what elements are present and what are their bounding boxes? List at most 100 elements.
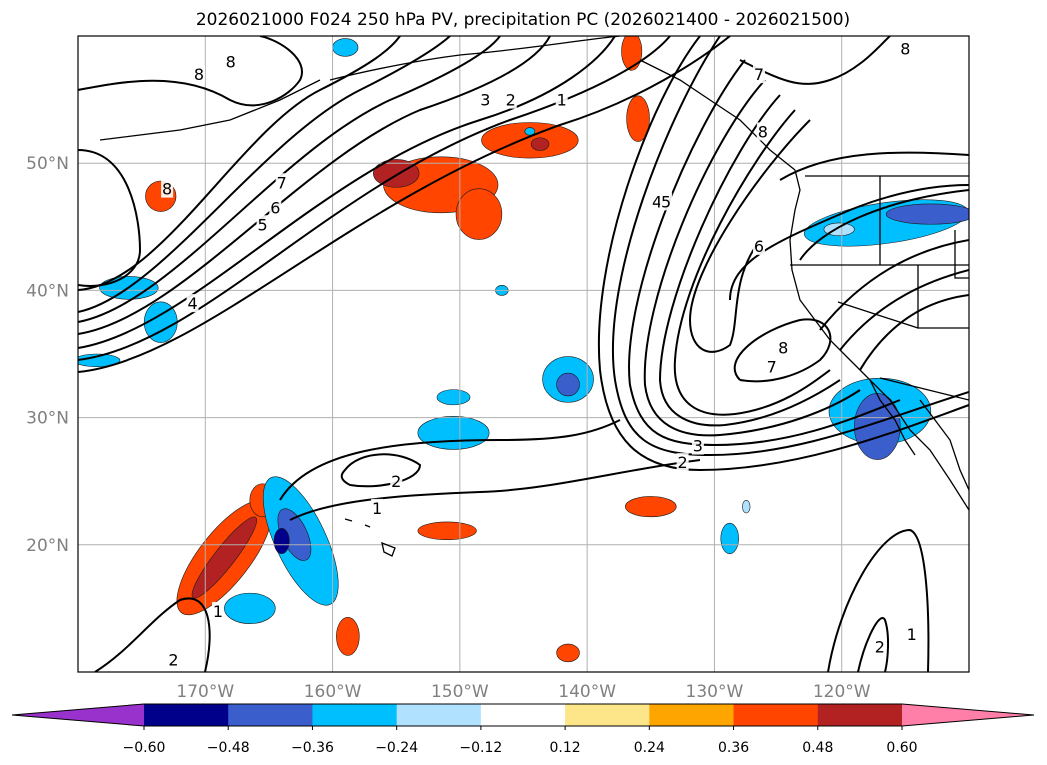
contour-label-bg (752, 236, 765, 255)
state-border-4 (837, 301, 919, 329)
precip-area-7 (621, 36, 643, 71)
precip-area-18 (78, 353, 121, 368)
pv-contour-4 (78, 36, 551, 335)
hawaii-islands (344, 518, 396, 557)
contour-label-bg (186, 294, 199, 313)
lon-tick-label: 120°W (813, 682, 871, 702)
precip-area-14 (625, 496, 677, 518)
precip-area-12 (336, 617, 360, 656)
gulf-of-california (919, 399, 969, 491)
colorbar-segment (565, 704, 650, 726)
lat-tick-label: 30°N (26, 409, 69, 429)
contour-label-bg (756, 122, 769, 141)
alaska-coast (329, 36, 621, 81)
pv-contour-9 (78, 36, 303, 107)
north-america-west-coast (789, 169, 969, 511)
pv-contour-ridge-1 (598, 36, 969, 472)
precip-area-22 (224, 592, 276, 624)
pv-contour-label: 8 (194, 65, 204, 84)
colorbar-segment (144, 704, 229, 726)
pv-contour-ridge-13 (859, 294, 969, 371)
precip-area-36 (524, 127, 536, 136)
contour-label-bg (390, 472, 403, 491)
precip-area-13 (417, 521, 477, 541)
pv-contour-label: 2 (168, 650, 178, 669)
pv-contour-ridge-6 (673, 109, 831, 416)
contour-label-bg (167, 650, 180, 669)
pv-contour-subtrop-3 (340, 453, 422, 488)
contour-label-bg (873, 637, 886, 656)
contour-label-bg (905, 624, 918, 643)
colorbar-segment (480, 704, 566, 726)
pv-contour-label: 8 (758, 122, 768, 141)
colorbar-tick-label: 0.60 (886, 740, 917, 756)
pv-contour-subtrop-2 (289, 459, 701, 521)
pv-contour-label: 2 (875, 638, 885, 657)
colorbar-tick-label: 0.48 (802, 740, 833, 756)
pv-contour-label: 3 (480, 91, 490, 110)
pv-contour-subtrop-1 (279, 419, 621, 501)
colorbar-tick-label: −0.48 (207, 740, 250, 756)
colorbar-tick-label: 0.24 (634, 740, 665, 756)
pv-contour-label: 8 (900, 40, 910, 59)
pv-contour-label: 3 (693, 437, 703, 456)
colorbar-tick-label: −0.24 (375, 740, 418, 756)
contour-label-bg (192, 65, 205, 84)
axis-tick-labels: 170°W 160°W 150°W 140°W 130°W 120°W 20°N 30°N 40… (26, 154, 871, 702)
aleutian-islands (99, 79, 321, 141)
colorbar-extend-high (902, 704, 1034, 726)
colorbar: −0.60 −0.48 −0.36 −0.24 −0.12 0.12 0.24 0.36 0.4… (11, 703, 1035, 756)
colorbar-tick-label: −0.12 (459, 740, 502, 756)
lon-tick-label: 130°W (686, 682, 744, 702)
baja-california (869, 379, 916, 456)
contour-label-bg (371, 498, 384, 517)
lat-tick-label: 40°N (26, 281, 69, 301)
contour-label-bg (275, 173, 288, 192)
precip-area-15 (556, 643, 580, 663)
colorbar-segment (312, 704, 398, 726)
colorbar-segment (396, 704, 482, 726)
pv-contour-label: 1 (907, 625, 917, 644)
pv-contour-label: 1 (213, 602, 223, 621)
pv-contour-ridge-8 (733, 318, 832, 383)
pv-contour-ridge-2 (611, 36, 969, 457)
pv-contour-label: 8 (226, 52, 236, 71)
colorbar-tick-label: 0.12 (550, 740, 581, 756)
precip-area-6 (530, 137, 550, 151)
contour-label-bg (676, 453, 689, 472)
contour-label-bg (555, 90, 568, 109)
contour-label-bg (504, 90, 517, 109)
colorbar-segment (733, 704, 819, 726)
precip-area-26 (556, 372, 580, 397)
pv-contour-ridge-10 (799, 189, 969, 261)
coastlines-and-borders (99, 36, 969, 557)
precip-area-3 (373, 159, 420, 188)
pv-contour-label: 8 (162, 180, 172, 199)
pv-contour-label: 6 (754, 237, 764, 256)
colorbar-tick-label: −0.60 (123, 740, 166, 756)
contour-label-bg (660, 192, 673, 211)
lat-tick-label: 20°N (26, 536, 69, 556)
pv-contour-south-2 (827, 528, 930, 672)
lon-tick-label: 140°W (558, 682, 616, 702)
precip-area-21 (273, 527, 290, 555)
precip-area-27 (720, 522, 739, 555)
pv-contour-3 (78, 36, 616, 349)
contour-label-bg (752, 65, 765, 84)
precip-area-24 (436, 389, 471, 406)
pv-contour-label: 8 (778, 339, 788, 358)
pv-contour-lines (78, 36, 969, 672)
pv-contour-ridge-15 (739, 36, 891, 85)
contour-label-bg (256, 215, 269, 234)
pv-contour-label: 7 (754, 65, 764, 84)
pv-contour-label: 4 (187, 294, 197, 313)
pv-contour-ridge-14 (779, 151, 969, 181)
pv-contour-2 (78, 36, 671, 361)
contour-label-bg (224, 52, 237, 71)
contour-label-bg (479, 90, 492, 109)
colorbar-tick-label: −0.36 (291, 740, 334, 756)
lon-tick-label: 160°W (304, 682, 362, 702)
